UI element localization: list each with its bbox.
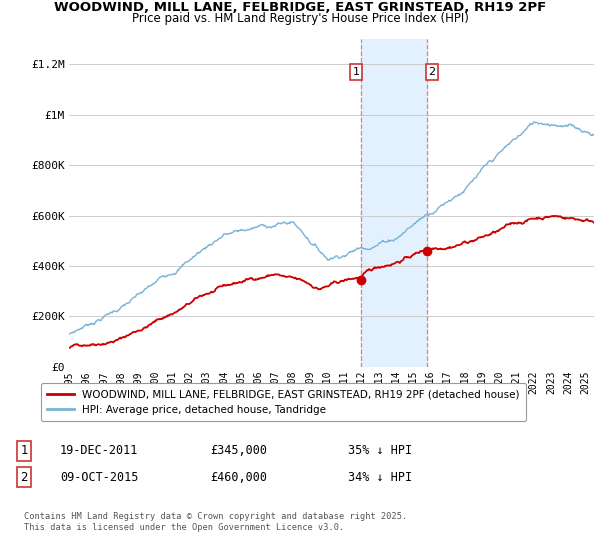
Text: 1: 1 xyxy=(20,444,28,458)
Text: £345,000: £345,000 xyxy=(210,444,267,458)
Text: 2: 2 xyxy=(428,67,436,77)
Text: 34% ↓ HPI: 34% ↓ HPI xyxy=(348,470,412,484)
Text: WOODWIND, MILL LANE, FELBRIDGE, EAST GRINSTEAD, RH19 2PF: WOODWIND, MILL LANE, FELBRIDGE, EAST GRI… xyxy=(54,1,546,14)
Bar xyxy=(361,39,427,367)
Text: Price paid vs. HM Land Registry's House Price Index (HPI): Price paid vs. HM Land Registry's House … xyxy=(131,12,469,25)
Text: Contains HM Land Registry data © Crown copyright and database right 2025.
This d: Contains HM Land Registry data © Crown c… xyxy=(24,512,407,532)
Text: 1: 1 xyxy=(352,67,359,77)
Text: 09-OCT-2015: 09-OCT-2015 xyxy=(60,470,139,484)
Text: £460,000: £460,000 xyxy=(210,470,267,484)
Text: 35% ↓ HPI: 35% ↓ HPI xyxy=(348,444,412,458)
Text: 2: 2 xyxy=(20,470,28,484)
Text: 19-DEC-2011: 19-DEC-2011 xyxy=(60,444,139,458)
Legend: WOODWIND, MILL LANE, FELBRIDGE, EAST GRINSTEAD, RH19 2PF (detached house), HPI: : WOODWIND, MILL LANE, FELBRIDGE, EAST GRI… xyxy=(41,383,526,421)
